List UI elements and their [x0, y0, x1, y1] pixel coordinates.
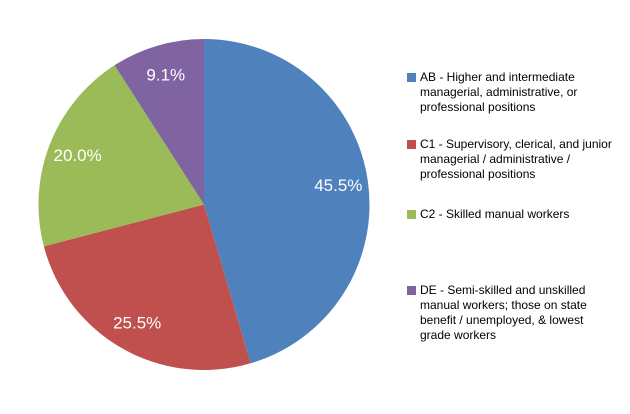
pie-slice-DE: [114, 39, 204, 205]
legend-swatch-DE: [407, 286, 416, 295]
legend-item-C1: C1 - Supervisory, clerical, and junior m…: [407, 137, 614, 182]
slice-data-label-AB: 45.5%: [314, 176, 362, 195]
legend-label-AB: AB - Higher and intermediate managerial,…: [420, 70, 578, 114]
legend-item-AB: AB - Higher and intermediate managerial,…: [407, 70, 614, 115]
pie-chart: 45.5% 25.5% 20.0% 9.1%: [38, 39, 370, 370]
pie-slice-AB: [204, 39, 370, 364]
legend-label-DE: DE - Semi-skilled and unskilled manual w…: [420, 283, 587, 342]
chart-legend: AB - Higher and intermediate managerial,…: [407, 70, 614, 343]
legend-label-C2: C2 - Skilled manual workers: [420, 207, 570, 221]
legend-item-DE: DE - Semi-skilled and unskilled manual w…: [407, 283, 614, 343]
pie-slice-C2: [38, 65, 204, 247]
slice-data-label-C1: 25.5%: [113, 314, 161, 333]
legend-swatch-C1: [407, 140, 416, 149]
legend-swatch-AB: [407, 73, 416, 82]
legend-swatch-C2: [407, 210, 416, 219]
legend-item-C2: C2 - Skilled manual workers: [407, 207, 614, 222]
legend-label-C1: C1 - Supervisory, clerical, and junior m…: [420, 137, 612, 181]
slice-data-label-C2: 20.0%: [53, 146, 101, 165]
pie-slice-C1: [43, 204, 251, 370]
slice-data-label-DE: 9.1%: [146, 65, 185, 84]
